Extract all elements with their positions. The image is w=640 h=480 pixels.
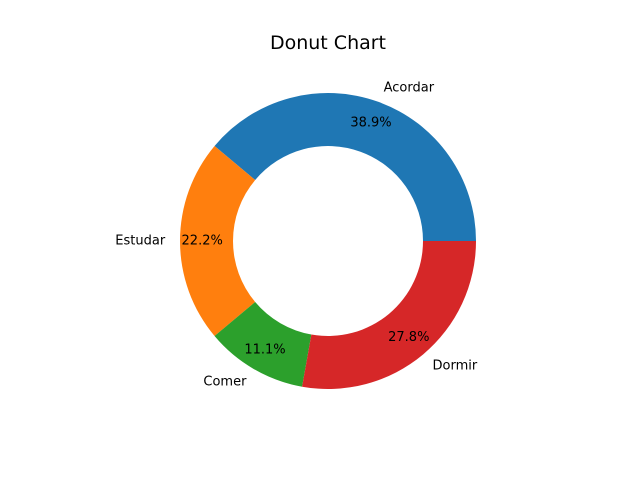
slice-label-dormir: Dormir xyxy=(433,358,478,373)
slice-comer xyxy=(214,302,312,387)
slice-dormir xyxy=(302,241,476,390)
slice-estudar xyxy=(179,145,256,337)
donut-labels: Acordar 38.9% Estudar 22.2% Comer 11.1% Dormir… xyxy=(115,80,478,389)
chart-title: Donut Chart xyxy=(270,32,386,54)
pct-label-acordar: 38.9% xyxy=(350,115,391,130)
pct-label-comer: 11.1% xyxy=(244,342,285,357)
donut-slices xyxy=(179,93,477,390)
slice-label-comer: Comer xyxy=(203,374,247,389)
slice-acordar xyxy=(214,93,477,242)
slice-label-estudar: Estudar xyxy=(115,234,166,249)
slice-label-acordar: Acordar xyxy=(384,80,435,95)
pct-label-estudar: 22.2% xyxy=(182,234,223,249)
pct-label-dormir: 27.8% xyxy=(388,330,429,345)
